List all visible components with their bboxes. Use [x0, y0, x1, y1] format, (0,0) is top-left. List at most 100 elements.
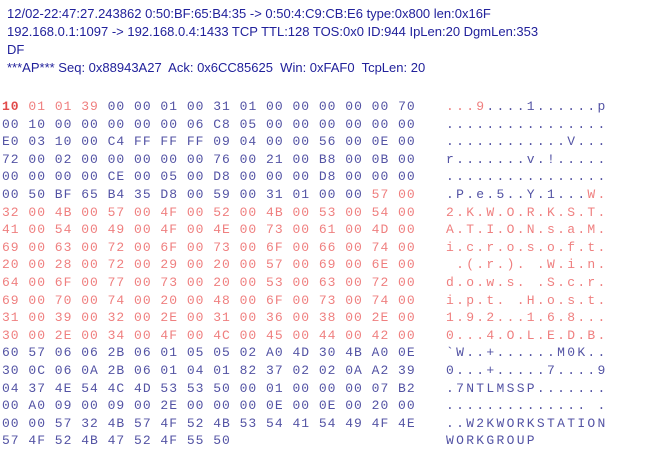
header-ip-flags-wrap: DF — [7, 42, 25, 57]
dump-segment-highlight: 57 00 — [362, 186, 416, 202]
ascii-text: A.T.I.O.N.s.a.M. — [446, 221, 608, 239]
hex-dump: 10 01 01 39 00 00 01 00 31 01 00 00 00 0… — [0, 98, 650, 450]
ascii-text: `W..+......M0K.. — [446, 344, 608, 362]
hex-bytes: 60 57 06 06 2B 06 01 05 05 02 A0 4D 30 4… — [2, 344, 446, 362]
ascii-text: .............. . — [446, 397, 608, 415]
hexdump-row: 00 50 BF 65 B4 35 D8 00 59 00 31 01 00 0… — [2, 186, 650, 204]
hex-bytes: 00 10 00 00 00 00 00 06 C8 05 00 00 00 0… — [2, 116, 446, 134]
hex-bytes: 00 50 BF 65 B4 35 D8 00 59 00 31 01 00 0… — [2, 186, 446, 204]
dump-segment: 57 4F 52 4B 47 52 4F 55 50 — [2, 433, 231, 449]
hex-bytes: 72 00 02 00 00 00 00 00 76 00 21 00 B8 0… — [2, 151, 446, 169]
header-timestamp-ethernet: 12/02-22:47:27.243862 0:50:BF:65:B4:35 -… — [7, 6, 491, 21]
hex-bytes: 30 0C 06 0A 2B 06 01 04 01 82 37 02 02 0… — [2, 362, 446, 380]
header-tcp-seq-ack: ***AP*** Seq: 0x88943A27 Ack: 0x6CC85625… — [7, 60, 426, 75]
ascii-text: 1.9.2...1.6.8... — [446, 309, 608, 327]
dump-segment-highlight: i.c.r.o.s.o.f.t. — [446, 239, 608, 255]
ascii-text: i.p.t. .H.o.s.t. — [446, 292, 608, 310]
dump-segment: 00 A0 09 00 09 00 2E 00 00 00 0E 00 0E 0… — [2, 398, 416, 414]
dump-segment-highlight: 0...4.O.L.E.D.B. — [446, 327, 608, 343]
ascii-text: 2.K.W.O.R.K.S.T. — [446, 204, 608, 222]
dump-segment: ..W2KWORKSTATION — [446, 415, 608, 431]
dump-segment-highlight: 69 00 70 00 74 00 20 00 48 00 6F 00 73 0… — [2, 292, 416, 308]
ascii-text: ................ — [446, 168, 608, 186]
dump-segment: .P.e.5..Y.1... — [446, 186, 588, 202]
hexdump-row: 69 00 70 00 74 00 20 00 48 00 6F 00 73 0… — [2, 292, 650, 310]
dump-segment: 72 00 02 00 00 00 00 00 76 00 21 00 B8 0… — [2, 151, 416, 167]
hexdump-row: 41 00 54 00 49 00 4F 00 4E 00 73 00 61 0… — [2, 221, 650, 239]
ascii-text: d.o.w.s. .S.c.r. — [446, 274, 608, 292]
hex-bytes: 20 00 28 00 72 00 29 00 20 00 57 00 69 0… — [2, 256, 446, 274]
dump-segment: E0 03 10 00 C4 FF FF FF 09 04 00 00 56 0… — [2, 134, 416, 150]
dump-segment: ............V... — [446, 134, 608, 150]
ascii-text: ..W2KWORKSTATION — [446, 415, 608, 433]
hexdump-row: 69 00 63 00 72 00 6F 00 73 00 6F 00 66 0… — [2, 239, 650, 257]
ascii-text: 0...+.....7....9 — [446, 362, 608, 380]
hexdump-row: 32 00 4B 00 57 00 4F 00 52 00 4B 00 53 0… — [2, 204, 650, 222]
hexdump-row: 64 00 6F 00 77 00 73 00 20 00 53 00 63 0… — [2, 274, 650, 292]
hexdump-row: 30 00 2E 00 34 00 4F 00 4C 00 45 00 44 0… — [2, 327, 650, 345]
dump-segment: ....1......p — [486, 99, 608, 114]
hexdump-row: 20 00 28 00 72 00 29 00 20 00 57 00 69 0… — [2, 256, 650, 274]
ascii-text: r.......v.!..... — [446, 151, 608, 169]
hex-bytes: 00 A0 09 00 09 00 2E 00 00 00 0E 00 0E 0… — [2, 397, 446, 415]
ascii-text: i.c.r.o.s.o.f.t. — [446, 239, 608, 257]
hexdump-row: 00 A0 09 00 09 00 2E 00 00 00 0E 00 0E 0… — [2, 397, 650, 415]
dump-segment: 00 10 00 00 00 00 00 06 C8 05 00 00 00 0… — [2, 116, 416, 132]
hexdump-row: 30 0C 06 0A 2B 06 01 04 01 82 37 02 02 0… — [2, 362, 650, 380]
hex-bytes: 41 00 54 00 49 00 4F 00 4E 00 73 00 61 0… — [2, 221, 446, 239]
dump-segment-highlight: 2.K.W.O.R.K.S.T. — [446, 204, 608, 220]
header-ip-tcp-info: 192.168.0.1:1097 -> 192.168.0.4:1433 TCP… — [7, 24, 539, 39]
dump-segment: 00 00 00 00 CE 00 05 00 D8 00 00 00 D8 0… — [2, 169, 416, 185]
hexdump-row: 60 57 06 06 2B 06 01 05 05 02 A0 4D 30 4… — [2, 344, 650, 362]
dump-segment-highlight: A.T.I.O.N.s.a.M. — [446, 222, 608, 238]
hexdump-row: 10 01 01 39 00 00 01 00 31 01 00 00 00 0… — [2, 98, 650, 116]
ascii-text: 0...4.O.L.E.D.B. — [446, 327, 608, 345]
hexdump-row: 72 00 02 00 00 00 00 00 76 00 21 00 B8 0… — [2, 151, 650, 169]
ascii-text: ...9....1......p — [446, 98, 608, 116]
dump-segment: 0...+.....7....9 — [446, 362, 608, 378]
dump-segment: .7NTLMSSP....... — [446, 380, 608, 396]
ascii-text: .7NTLMSSP....... — [446, 380, 608, 398]
hex-bytes: 00 00 00 00 CE 00 05 00 D8 00 00 00 D8 0… — [2, 168, 446, 186]
hex-bytes: 57 4F 52 4B 47 52 4F 55 50 — [2, 432, 446, 450]
dump-segment-highlight: 32 00 4B 00 57 00 4F 00 52 00 4B 00 53 0… — [2, 204, 416, 220]
dump-segment-highlight: d.o.w.s. .S.c.r. — [446, 274, 608, 290]
hex-bytes: 04 37 4E 54 4C 4D 53 53 50 00 01 00 00 0… — [2, 380, 446, 398]
dump-segment: 60 57 06 06 2B 06 01 05 05 02 A0 4D 30 4… — [2, 345, 416, 361]
hex-bytes: E0 03 10 00 C4 FF FF FF 09 04 00 00 56 0… — [2, 133, 446, 151]
dump-segment: ................ — [446, 169, 608, 185]
dump-segment-highlight: i.p.t. .H.o.s.t. — [446, 292, 608, 308]
hexdump-row: 00 00 57 32 4B 57 4F 52 4B 53 54 41 54 4… — [2, 415, 650, 433]
hexdump-row: 00 10 00 00 00 00 00 06 C8 05 00 00 00 0… — [2, 116, 650, 134]
dump-segment: ................ — [446, 116, 608, 132]
hex-bytes: 64 00 6F 00 77 00 73 00 20 00 53 00 63 0… — [2, 274, 446, 292]
hex-bytes: 00 00 57 32 4B 57 4F 52 4B 53 54 41 54 4… — [2, 415, 446, 433]
ascii-text: .P.e.5..Y.1...W. — [446, 186, 608, 204]
dump-segment: WORKGROUP — [446, 433, 537, 449]
dump-segment-highlight: 1.9.2...1.6.8... — [446, 310, 608, 326]
dump-segment-highlight: .(.r.). .W.i.n. — [446, 257, 608, 273]
dump-segment: `W..+......M0K.. — [446, 345, 608, 361]
hexdump-row: E0 03 10 00 C4 FF FF FF 09 04 00 00 56 0… — [2, 133, 650, 151]
hexdump-row: 31 00 39 00 32 00 2E 00 31 00 36 00 38 0… — [2, 309, 650, 327]
hex-bytes: 10 01 01 39 00 00 01 00 31 01 00 00 00 0… — [2, 98, 446, 116]
hexdump-row: 57 4F 52 4B 47 52 4F 55 50 WORKGROUP — [2, 432, 650, 450]
dump-segment-highlight: 69 00 63 00 72 00 6F 00 73 00 6F 00 66 0… — [2, 239, 416, 255]
ascii-text: ............V... — [446, 133, 608, 151]
dump-segment: 04 37 4E 54 4C 4D 53 53 50 00 01 00 00 0… — [2, 380, 416, 396]
hex-bytes: 32 00 4B 00 57 00 4F 00 52 00 4B 00 53 0… — [2, 204, 446, 222]
dump-segment: 00 50 BF 65 B4 35 D8 00 59 00 31 01 00 0… — [2, 186, 363, 202]
ascii-text: ................ — [446, 116, 608, 134]
dump-segment: r.......v.!..... — [446, 151, 608, 167]
hexdump-row: 04 37 4E 54 4C 4D 53 53 50 00 01 00 00 0… — [2, 380, 650, 398]
ascii-text: .(.r.). .W.i.n. — [446, 256, 608, 274]
ascii-text: WORKGROUP — [446, 432, 537, 450]
dump-segment-highlight: ...9 — [446, 99, 487, 114]
hex-bytes: 31 00 39 00 32 00 2E 00 31 00 36 00 38 0… — [2, 309, 446, 327]
dump-segment-highlight: 30 00 2E 00 34 00 4F 00 4C 00 45 00 44 0… — [2, 327, 416, 343]
hexdump-row: 00 00 00 00 CE 00 05 00 D8 00 00 00 D8 0… — [2, 168, 650, 186]
packet-header: 12/02-22:47:27.243862 0:50:BF:65:B4:35 -… — [0, 5, 650, 77]
dump-segment: .............. . — [446, 398, 608, 414]
dump-segment-highlight: 20 00 28 00 72 00 29 00 20 00 57 00 69 0… — [2, 257, 416, 273]
dump-segment: 30 0C 06 0A 2B 06 01 04 01 82 37 02 02 0… — [2, 362, 416, 378]
